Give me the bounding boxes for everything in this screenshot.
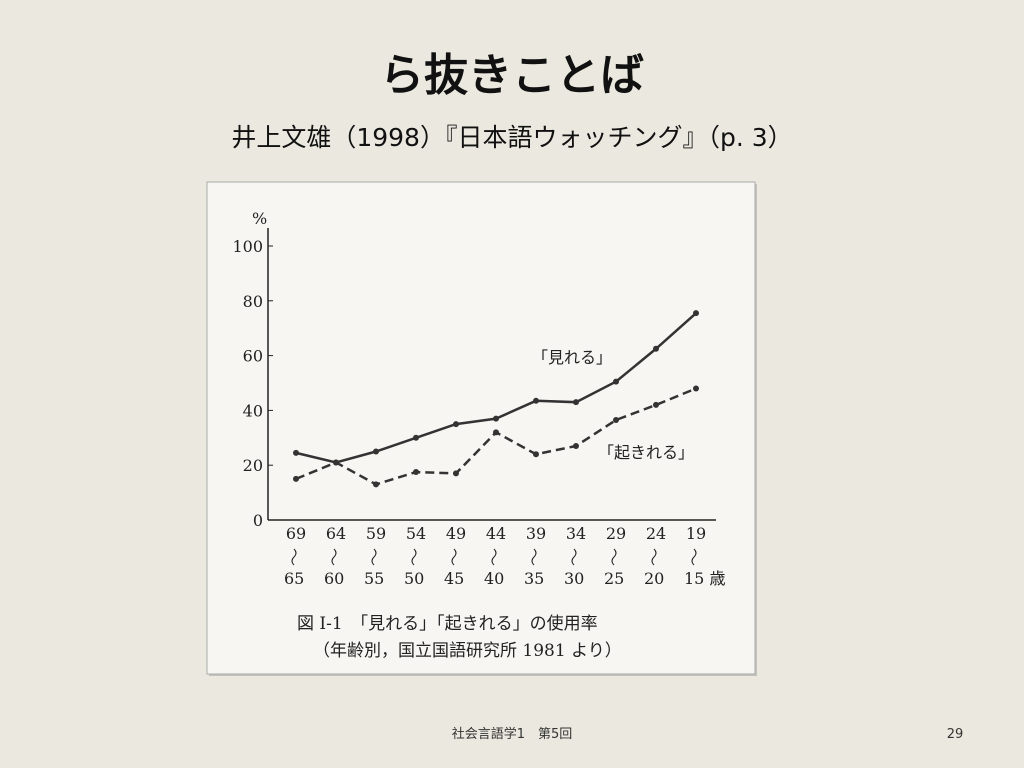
- x-tick-label: 15 歳: [684, 569, 725, 588]
- range-connector: [491, 548, 497, 566]
- x-tick-label: 19: [686, 524, 706, 543]
- y-tick-label: 20: [243, 456, 263, 475]
- range-connector: [531, 548, 537, 566]
- x-tick-label: 20: [644, 569, 664, 588]
- range-connector: [571, 548, 577, 566]
- range-connector: [691, 548, 697, 566]
- y-tick-label: 0: [253, 511, 263, 530]
- series-point: [693, 385, 699, 392]
- series-point: [693, 310, 699, 317]
- x-tick-label: 55: [364, 569, 384, 588]
- x-tick-label: 54: [406, 524, 426, 543]
- chart-source: （年齢別，国立国語研究所 1981 より）: [313, 641, 622, 661]
- x-tick-label: 35: [524, 569, 544, 588]
- series-point: [493, 429, 499, 436]
- series-point: [413, 434, 419, 441]
- x-tick-label: 59: [366, 524, 386, 543]
- y-tick-label: 100: [232, 237, 263, 256]
- x-tick-label: 49: [446, 524, 466, 543]
- y-tick-label: 40: [243, 401, 263, 420]
- range-connector: [451, 548, 457, 566]
- series-point: [493, 415, 499, 422]
- series-point: [653, 401, 659, 408]
- series-label: 「見れる」: [532, 348, 612, 367]
- series-point: [653, 345, 659, 352]
- x-tick-label: 24: [646, 524, 666, 543]
- x-tick-label: 60: [324, 569, 344, 588]
- series-point: [573, 399, 579, 406]
- series-point: [573, 443, 579, 450]
- x-tick-label: 69: [286, 524, 306, 543]
- x-tick-label: 30: [564, 569, 584, 588]
- chart: % 0 20 40 60 80 100 69 65 64 60 59 55 54 50 49 45 44 40 39 3…: [232, 209, 725, 661]
- x-tick-label: 34: [566, 524, 586, 543]
- x-tick-label: 29: [606, 524, 626, 543]
- x-tick-label: 39: [526, 524, 546, 543]
- y-tick-label: 80: [243, 292, 263, 311]
- x-tick-label: 50: [404, 569, 424, 588]
- series-point: [373, 481, 379, 488]
- x-tick-label: 65: [284, 569, 304, 588]
- series-label: 「起きれる」: [598, 443, 694, 462]
- chart-caption: 図 I-1 「見れる」「起きれる」の使用率: [297, 613, 598, 634]
- series-point: [613, 416, 619, 423]
- series-point: [533, 397, 539, 404]
- page-number: 29: [947, 727, 964, 742]
- series-point: [333, 459, 339, 466]
- x-tick-label: 40: [484, 569, 504, 588]
- chart-image: [206, 181, 756, 675]
- slide-subtitle: 井上文雄（1998）『日本語ウォッチング』（p. 3）: [231, 123, 792, 152]
- series-point: [413, 469, 419, 476]
- series-point: [293, 449, 299, 456]
- range-connector: [331, 548, 337, 566]
- x-tick-label: 64: [326, 524, 346, 543]
- y-unit-label: %: [252, 209, 267, 228]
- range-connector: [651, 548, 657, 566]
- series-point: [533, 451, 539, 458]
- range-connector: [371, 548, 377, 566]
- x-tick-label: 45: [444, 569, 464, 588]
- footer: 社会言語学1 第5回: [452, 726, 573, 742]
- x-tick-label: 25: [604, 569, 624, 588]
- series-point: [453, 470, 459, 477]
- range-connector: [291, 548, 297, 566]
- y-tick-label: 60: [243, 347, 263, 366]
- x-tick-label: 44: [486, 524, 506, 543]
- range-connector: [611, 548, 617, 566]
- series-point: [293, 475, 299, 482]
- slide-title: ら抜きことば: [380, 50, 644, 101]
- range-connector: [411, 548, 417, 566]
- series-point: [613, 378, 619, 385]
- series-point: [373, 448, 379, 455]
- series-point: [453, 421, 459, 428]
